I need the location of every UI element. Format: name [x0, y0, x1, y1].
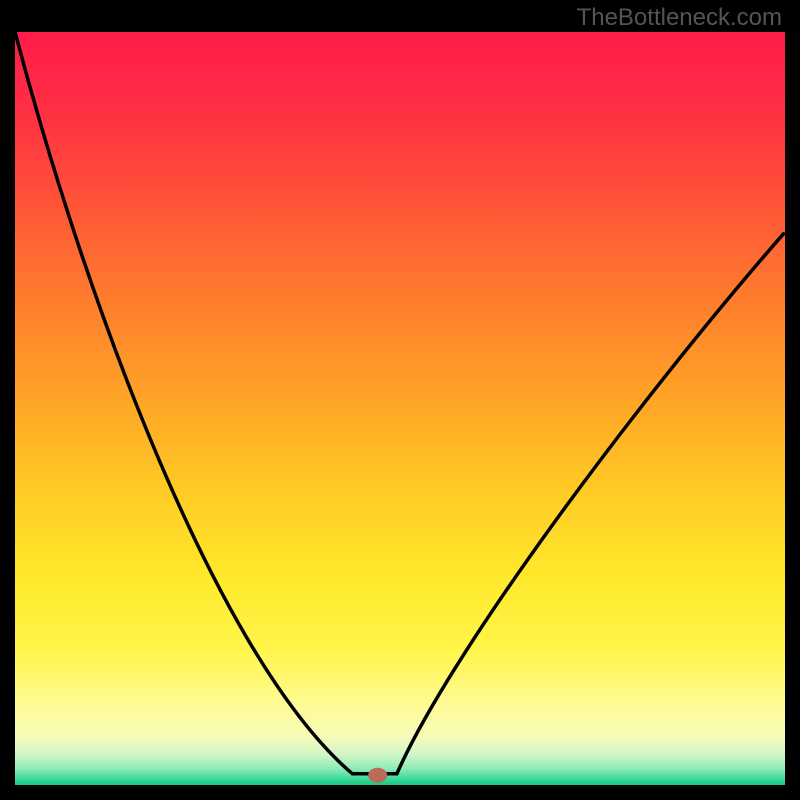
bottleneck-curve-chart [0, 0, 800, 800]
optimal-point-marker [369, 768, 387, 782]
gradient-plot-area [15, 32, 785, 785]
watermark-text: TheBottleneck.com [577, 4, 782, 32]
chart-container: TheBottleneck.com [0, 0, 800, 800]
